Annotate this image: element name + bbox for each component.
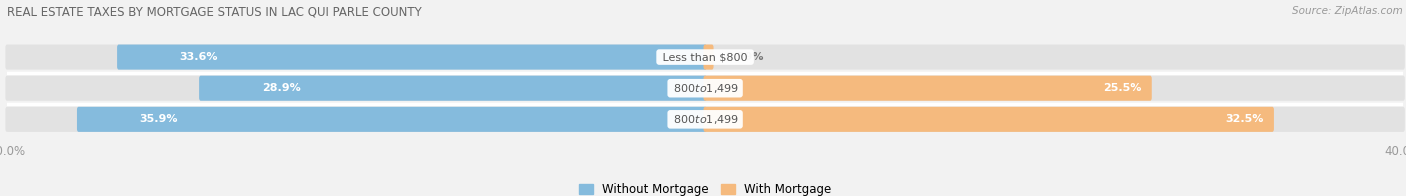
FancyBboxPatch shape [77,107,707,132]
Text: 32.5%: 32.5% [1225,114,1264,124]
FancyBboxPatch shape [703,107,1274,132]
FancyBboxPatch shape [200,76,707,101]
Text: Source: ZipAtlas.com: Source: ZipAtlas.com [1292,6,1403,16]
Text: 35.9%: 35.9% [139,114,179,124]
FancyBboxPatch shape [703,76,1152,101]
Text: 25.5%: 25.5% [1104,83,1142,93]
FancyBboxPatch shape [6,44,1405,70]
Text: $800 to $1,499: $800 to $1,499 [671,82,740,95]
Text: Less than $800: Less than $800 [659,52,751,62]
Text: 0.39%: 0.39% [725,52,765,62]
Text: REAL ESTATE TAXES BY MORTGAGE STATUS IN LAC QUI PARLE COUNTY: REAL ESTATE TAXES BY MORTGAGE STATUS IN … [7,6,422,19]
FancyBboxPatch shape [703,44,713,70]
Text: 33.6%: 33.6% [180,52,218,62]
Text: $800 to $1,499: $800 to $1,499 [671,113,740,126]
FancyBboxPatch shape [6,76,1405,101]
FancyBboxPatch shape [6,107,1405,132]
Legend: Without Mortgage, With Mortgage: Without Mortgage, With Mortgage [574,178,837,196]
FancyBboxPatch shape [117,44,707,70]
Text: 28.9%: 28.9% [262,83,301,93]
